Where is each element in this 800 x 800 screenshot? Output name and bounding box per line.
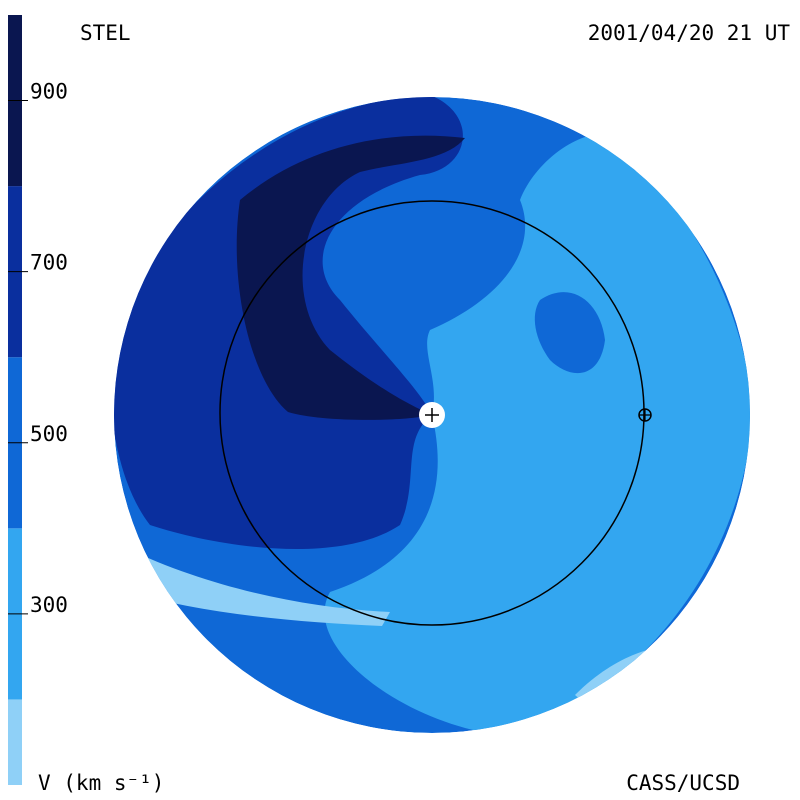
colorbar-tick-label: 700 xyxy=(30,251,68,275)
map-region xyxy=(324,133,750,733)
colorbar-tick-label: 300 xyxy=(30,593,68,617)
map-region xyxy=(236,135,465,420)
colorbar: 300 500 700 900 xyxy=(8,15,68,785)
source-label: CASS/UCSD xyxy=(626,771,740,795)
colorbar-tick-label: 900 xyxy=(30,80,68,104)
map-region xyxy=(534,292,605,374)
chart-title: STEL xyxy=(80,21,131,45)
earth-cross xyxy=(639,409,651,421)
colorbar-label: V (km s⁻¹) xyxy=(38,771,164,795)
map-region xyxy=(120,545,390,626)
colorbar-tick-label: 500 xyxy=(30,422,68,446)
earth-orbit xyxy=(219,200,645,626)
chart-subtitle: 2001/04/20 21 UT xyxy=(588,21,791,45)
sun-cross xyxy=(425,408,439,422)
colorbar-band xyxy=(8,699,22,785)
